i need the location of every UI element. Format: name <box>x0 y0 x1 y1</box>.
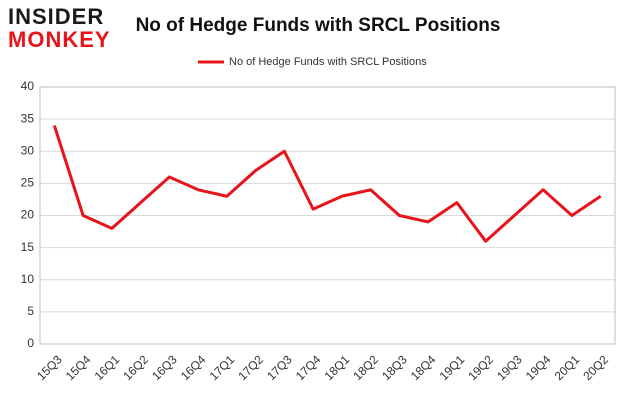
y-tick-label: 40 <box>21 79 35 93</box>
data-line <box>52 125 602 243</box>
logo-bottom: MONKEY <box>8 27 111 52</box>
y-tick-label: 35 <box>21 111 35 125</box>
plot-border <box>39 86 616 345</box>
y-tick-label: 30 <box>21 143 35 157</box>
y-tick-label: 15 <box>21 240 35 254</box>
legend-label: No of Hedge Funds with SRCL Positions <box>229 56 427 68</box>
y-tick-label: 0 <box>27 336 34 350</box>
y-tick-label: 10 <box>21 272 35 286</box>
chart-title: No of Hedge Funds with SRCL Positions <box>136 15 501 36</box>
logo-top: INSIDER <box>8 4 104 29</box>
y-tick-label: 5 <box>27 304 34 318</box>
y-tick-label: 20 <box>21 208 35 222</box>
y-tick-label: 25 <box>21 176 35 190</box>
